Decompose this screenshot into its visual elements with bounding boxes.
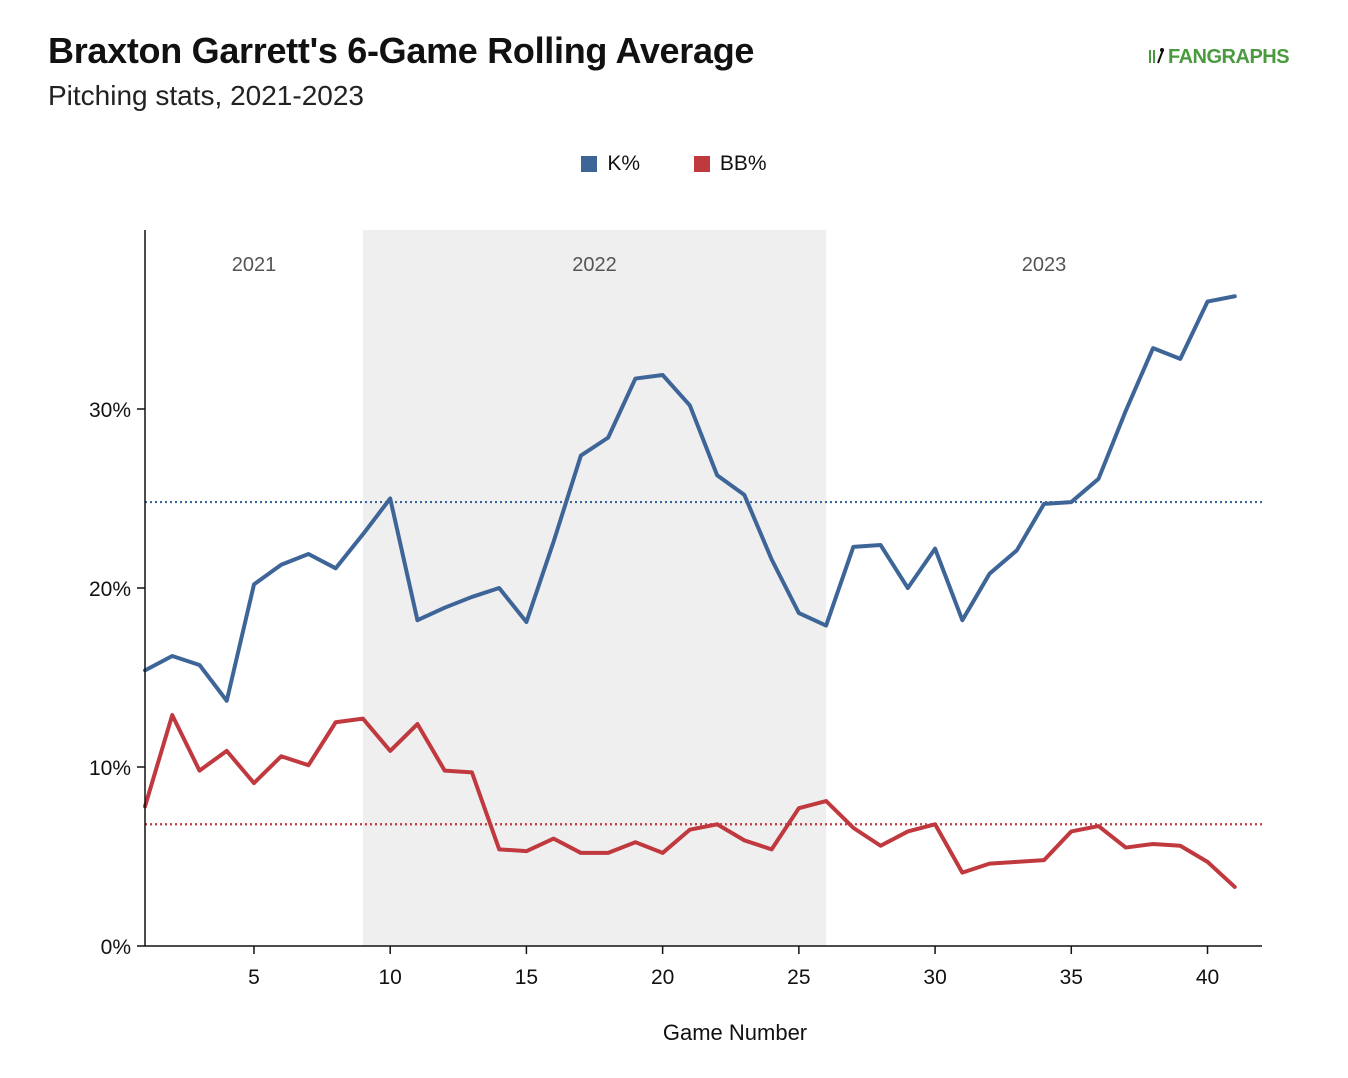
x-tick-label: 30 bbox=[923, 966, 946, 989]
logo-text: FANGRAPHS bbox=[1168, 46, 1290, 68]
fangraphs-logo: FANGRAPHS bbox=[1148, 46, 1290, 69]
legend-item-bb: BB% bbox=[693, 152, 767, 176]
season-band-2022 bbox=[362, 230, 827, 946]
season-label-2021: 2021 bbox=[232, 254, 277, 276]
y-tick-label: 20% bbox=[89, 578, 131, 601]
y-tick-label: 0% bbox=[101, 936, 131, 959]
chart-title: Braxton Garrett's 6-Game Rolling Average bbox=[48, 30, 755, 71]
series-line-bb bbox=[143, 713, 1237, 889]
season-label-2022: 2022 bbox=[572, 254, 617, 276]
batter-icon bbox=[1149, 48, 1164, 64]
x-axis-label: Game Number bbox=[662, 1020, 808, 1045]
y-tick-label: 10% bbox=[89, 757, 131, 780]
series-line-k bbox=[143, 294, 1237, 703]
x-tick-label: 25 bbox=[787, 966, 810, 989]
x-tick-label: 10 bbox=[379, 966, 402, 989]
y-tick-label: 30% bbox=[89, 399, 131, 422]
legend-swatch-k bbox=[581, 156, 598, 172]
legend-swatch-bb bbox=[693, 156, 710, 172]
legend-item-k: K% bbox=[581, 152, 640, 176]
chart-subtitle: Pitching stats, 2021-2023 bbox=[48, 80, 364, 111]
chart-legend: K% BB% bbox=[0, 152, 1348, 178]
x-tick-label: 20 bbox=[651, 966, 674, 989]
x-tick-label: 5 bbox=[248, 966, 260, 989]
x-tick-label: 35 bbox=[1060, 966, 1083, 989]
season-label-2023: 2023 bbox=[1022, 254, 1067, 276]
legend-label-bb: BB% bbox=[719, 152, 767, 175]
x-tick-label: 15 bbox=[515, 966, 538, 989]
legend-label-k: K% bbox=[607, 152, 641, 175]
x-tick-label: 40 bbox=[1196, 966, 1219, 989]
